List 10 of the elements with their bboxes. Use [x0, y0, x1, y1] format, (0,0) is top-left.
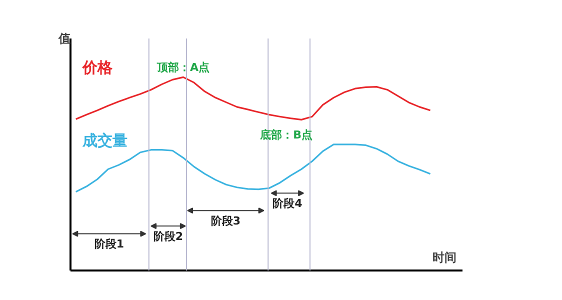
annotation: 阶段2 [153, 230, 184, 243]
annotation: 阶段1 [94, 238, 124, 251]
series-label: 成交量 [81, 131, 128, 150]
series-label: 价格 [81, 58, 114, 77]
annotation: 阶段3 [210, 214, 241, 228]
annotation: 阶段4 [272, 197, 303, 210]
y-axis-title: 值 [58, 32, 70, 46]
annotation: 底部：B点 [259, 128, 313, 142]
x-axis-title: 时间 [432, 250, 456, 264]
text: 顶部：A点 [156, 61, 210, 74]
